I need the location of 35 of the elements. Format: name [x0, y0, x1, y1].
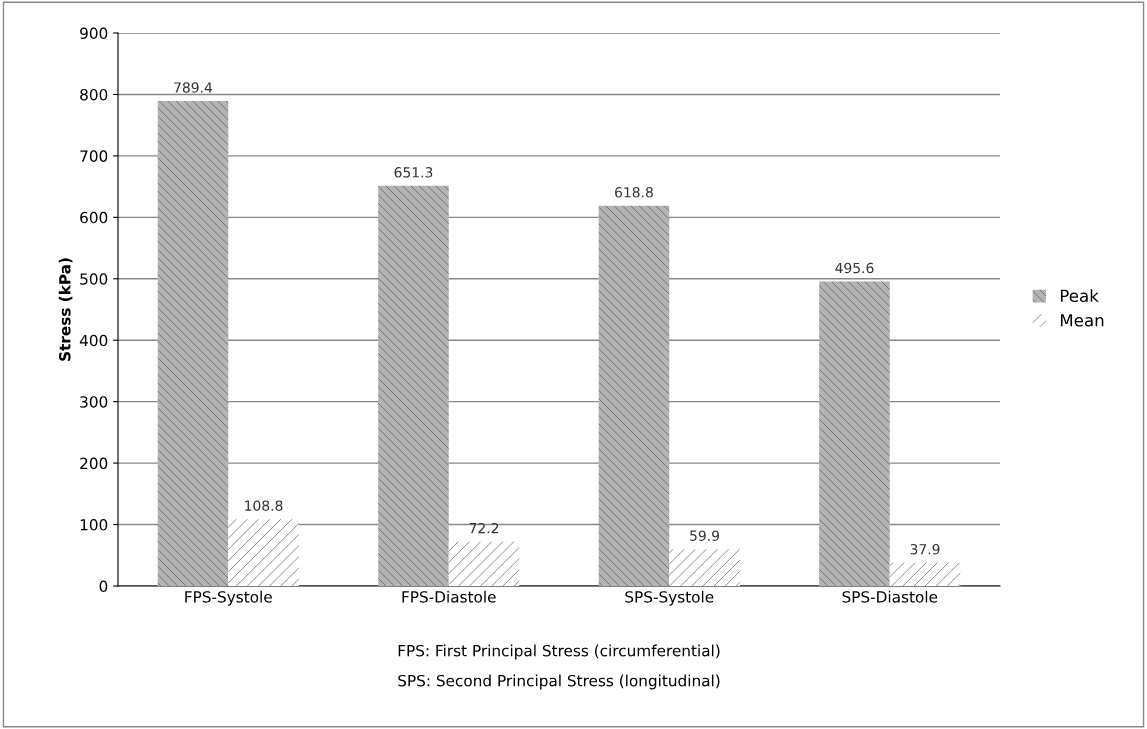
x-tick-label: SPS-Systole — [625, 590, 714, 606]
legend-label: Peak — [1060, 289, 1099, 303]
y-tick-label: 200 — [80, 457, 108, 470]
data-label: 495.6 — [835, 262, 874, 274]
y-tick-label: 300 — [80, 396, 108, 408]
y-tick-label: 100 — [80, 519, 108, 531]
data-label: 37.9 — [910, 543, 940, 555]
bar — [598, 205, 670, 586]
data-label: 59.9 — [690, 530, 720, 541]
y-axis-title: Stress (kPa) — [58, 258, 73, 361]
bar — [448, 541, 520, 586]
bar — [889, 562, 961, 586]
data-label: 789.4 — [174, 82, 213, 93]
x-tick-label: SPS-Diastole — [842, 590, 938, 603]
y-tick-label: 500 — [80, 273, 108, 285]
x-tick-label: FPS-Diastole — [402, 590, 496, 603]
bar — [819, 281, 890, 586]
y-tick-label: 400 — [79, 334, 108, 347]
y-tick-label: 800 — [80, 88, 108, 101]
data-label: 651.3 — [394, 167, 433, 178]
text: SPS: Second Principal Stress (longitudinal) — [398, 674, 720, 690]
text: FPS: First Principal Stress (circumferential) — [398, 644, 720, 660]
data-label: 618.8 — [615, 187, 653, 198]
y-tick-label: 900 — [80, 27, 108, 40]
y-tick-label: 0 — [99, 580, 108, 593]
data-label: 108.8 — [245, 500, 283, 511]
y-tick-label: 700 — [80, 150, 108, 162]
x-tick-label: FPS-Systole — [185, 590, 272, 606]
legend-label: Mean — [1060, 314, 1104, 327]
y-tick-label: 600 — [80, 211, 108, 224]
bar — [157, 100, 229, 586]
data-label: 72.2 — [469, 522, 499, 534]
bar — [378, 185, 449, 586]
bar — [669, 549, 740, 586]
bar — [228, 519, 299, 586]
